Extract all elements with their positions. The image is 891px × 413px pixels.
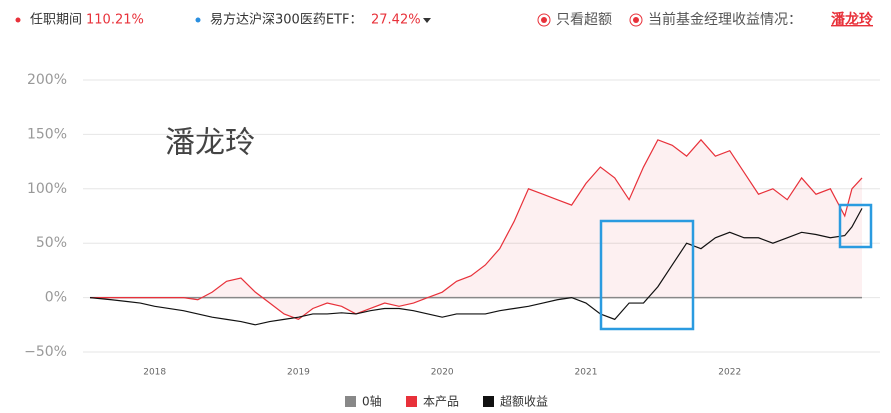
y-tick-label: 150% (27, 126, 67, 142)
y-tick-label: 50% (36, 235, 67, 251)
radio-dot (633, 17, 639, 23)
manager-return: 110.21% (86, 13, 144, 28)
manager-label: 任职期间 (30, 13, 82, 28)
area (90, 139, 862, 320)
legend-dot (195, 17, 201, 23)
legend-swatch (345, 396, 356, 407)
highlight-box (599, 219, 695, 331)
series-line (89, 208, 863, 326)
legend-label: 本产品 (423, 395, 459, 409)
plot: −50% 0% 50% 100% 150% 200% 2018 2019 2020 2021 202… (24, 72, 880, 378)
highlight-box (838, 203, 873, 249)
legend-label: 0轴 (362, 394, 382, 409)
x-tick-label: 2020 (431, 368, 454, 378)
y-tick-label: 100% (27, 181, 67, 197)
legend: 0轴 本产品 超额收益 (345, 394, 548, 409)
legend-dot (15, 17, 21, 23)
x-tick-label: 2021 (575, 368, 598, 378)
radio-dot (541, 17, 547, 23)
x-tick-label: 2019 (287, 368, 310, 378)
annotation: 潘龙玲 (165, 126, 255, 161)
x-tick-label: 2022 (718, 368, 741, 378)
radio[interactable] (629, 13, 643, 27)
current-label: 当前基金经理收益情况： (648, 11, 802, 28)
dropdown-arrow[interactable] (423, 18, 431, 23)
series-line (90, 138, 863, 321)
y-tick-label: 0% (45, 290, 67, 306)
legend-swatch (406, 396, 417, 407)
x-tick-label: 2018 (143, 368, 166, 378)
y-tick-label: −50% (24, 344, 67, 360)
y-tick-label: 200% (27, 72, 67, 88)
benchmark-return[interactable]: 27.42% (371, 13, 421, 28)
legend-label: 超额收益 (500, 394, 548, 409)
excess-only[interactable]: 只看超额 (556, 12, 612, 28)
current-manager[interactable]: 潘龙玲 (831, 11, 874, 28)
benchmark-label[interactable]: 易方达沪深300医药ETF： (210, 12, 362, 28)
radio[interactable] (537, 13, 551, 27)
legend-swatch (483, 396, 494, 407)
